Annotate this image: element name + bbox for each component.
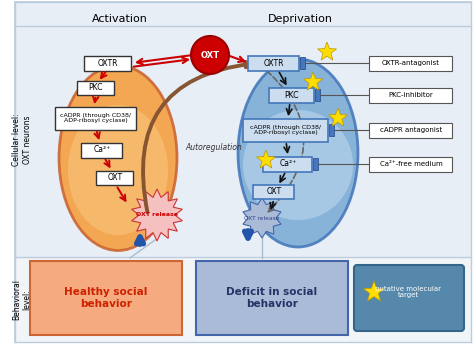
FancyBboxPatch shape (196, 261, 348, 335)
Bar (315, 89, 320, 101)
FancyBboxPatch shape (370, 157, 453, 171)
Text: Cellular level:
OXT neurons: Cellular level: OXT neurons (12, 114, 32, 166)
Text: OXT: OXT (201, 50, 219, 59)
Polygon shape (132, 189, 182, 241)
FancyBboxPatch shape (30, 261, 182, 335)
Circle shape (191, 36, 229, 74)
Text: Ca²⁺: Ca²⁺ (279, 159, 297, 168)
Text: Ca²⁺-free medium: Ca²⁺-free medium (380, 161, 442, 167)
Text: cADPR (through CD38/
ADP-ribosyl cyclase): cADPR (through CD38/ ADP-ribosyl cyclase… (61, 112, 131, 124)
FancyBboxPatch shape (84, 56, 131, 70)
Text: Deficit in social
behavior: Deficit in social behavior (227, 287, 318, 309)
Text: cADPR antagonist: cADPR antagonist (380, 127, 442, 133)
Bar (329, 124, 334, 136)
FancyBboxPatch shape (370, 88, 453, 102)
Bar (300, 57, 305, 69)
Bar (313, 158, 318, 170)
FancyBboxPatch shape (354, 265, 464, 331)
FancyBboxPatch shape (82, 142, 122, 158)
Ellipse shape (59, 66, 177, 250)
Bar (15, 257, 471, 342)
Text: Ca²⁺: Ca²⁺ (93, 146, 110, 155)
Text: OXTR-antagonist: OXTR-antagonist (382, 60, 440, 66)
Polygon shape (364, 281, 384, 301)
Polygon shape (243, 198, 281, 238)
Text: Deprivation: Deprivation (267, 14, 332, 24)
Text: cADPR (through CD38/
ADP-ribosyl cyclase): cADPR (through CD38/ ADP-ribosyl cyclase… (250, 125, 321, 135)
Text: OXT: OXT (266, 187, 282, 197)
Text: OXTR: OXTR (98, 59, 118, 68)
FancyBboxPatch shape (370, 122, 453, 138)
FancyBboxPatch shape (55, 107, 137, 129)
Polygon shape (318, 42, 337, 60)
FancyBboxPatch shape (254, 185, 294, 199)
Text: Healthy social
behavior: Healthy social behavior (64, 287, 148, 309)
Text: putative molecular
target: putative molecular target (375, 286, 441, 298)
Text: PKC: PKC (285, 90, 299, 99)
Text: OXT release: OXT release (244, 216, 280, 220)
Text: Autoregulation: Autoregulation (186, 144, 242, 152)
Polygon shape (328, 108, 347, 126)
Text: OXT release: OXT release (136, 213, 178, 217)
FancyBboxPatch shape (248, 56, 300, 70)
FancyBboxPatch shape (270, 88, 315, 102)
Polygon shape (303, 72, 322, 90)
Ellipse shape (243, 110, 353, 220)
Ellipse shape (238, 59, 358, 247)
Text: PKC-inhibitor: PKC-inhibitor (389, 92, 433, 98)
Text: Activation: Activation (92, 14, 148, 24)
Text: PKC: PKC (89, 83, 103, 92)
Text: OXTR: OXTR (264, 59, 284, 68)
Text: OXT: OXT (108, 174, 123, 183)
FancyBboxPatch shape (97, 171, 134, 185)
FancyBboxPatch shape (264, 157, 312, 171)
Polygon shape (256, 150, 275, 168)
Text: Behavioral
level:: Behavioral level: (12, 279, 32, 321)
Bar (15, 2, 471, 257)
FancyBboxPatch shape (370, 56, 453, 70)
FancyBboxPatch shape (78, 81, 115, 95)
FancyBboxPatch shape (244, 118, 328, 141)
Ellipse shape (68, 105, 168, 235)
